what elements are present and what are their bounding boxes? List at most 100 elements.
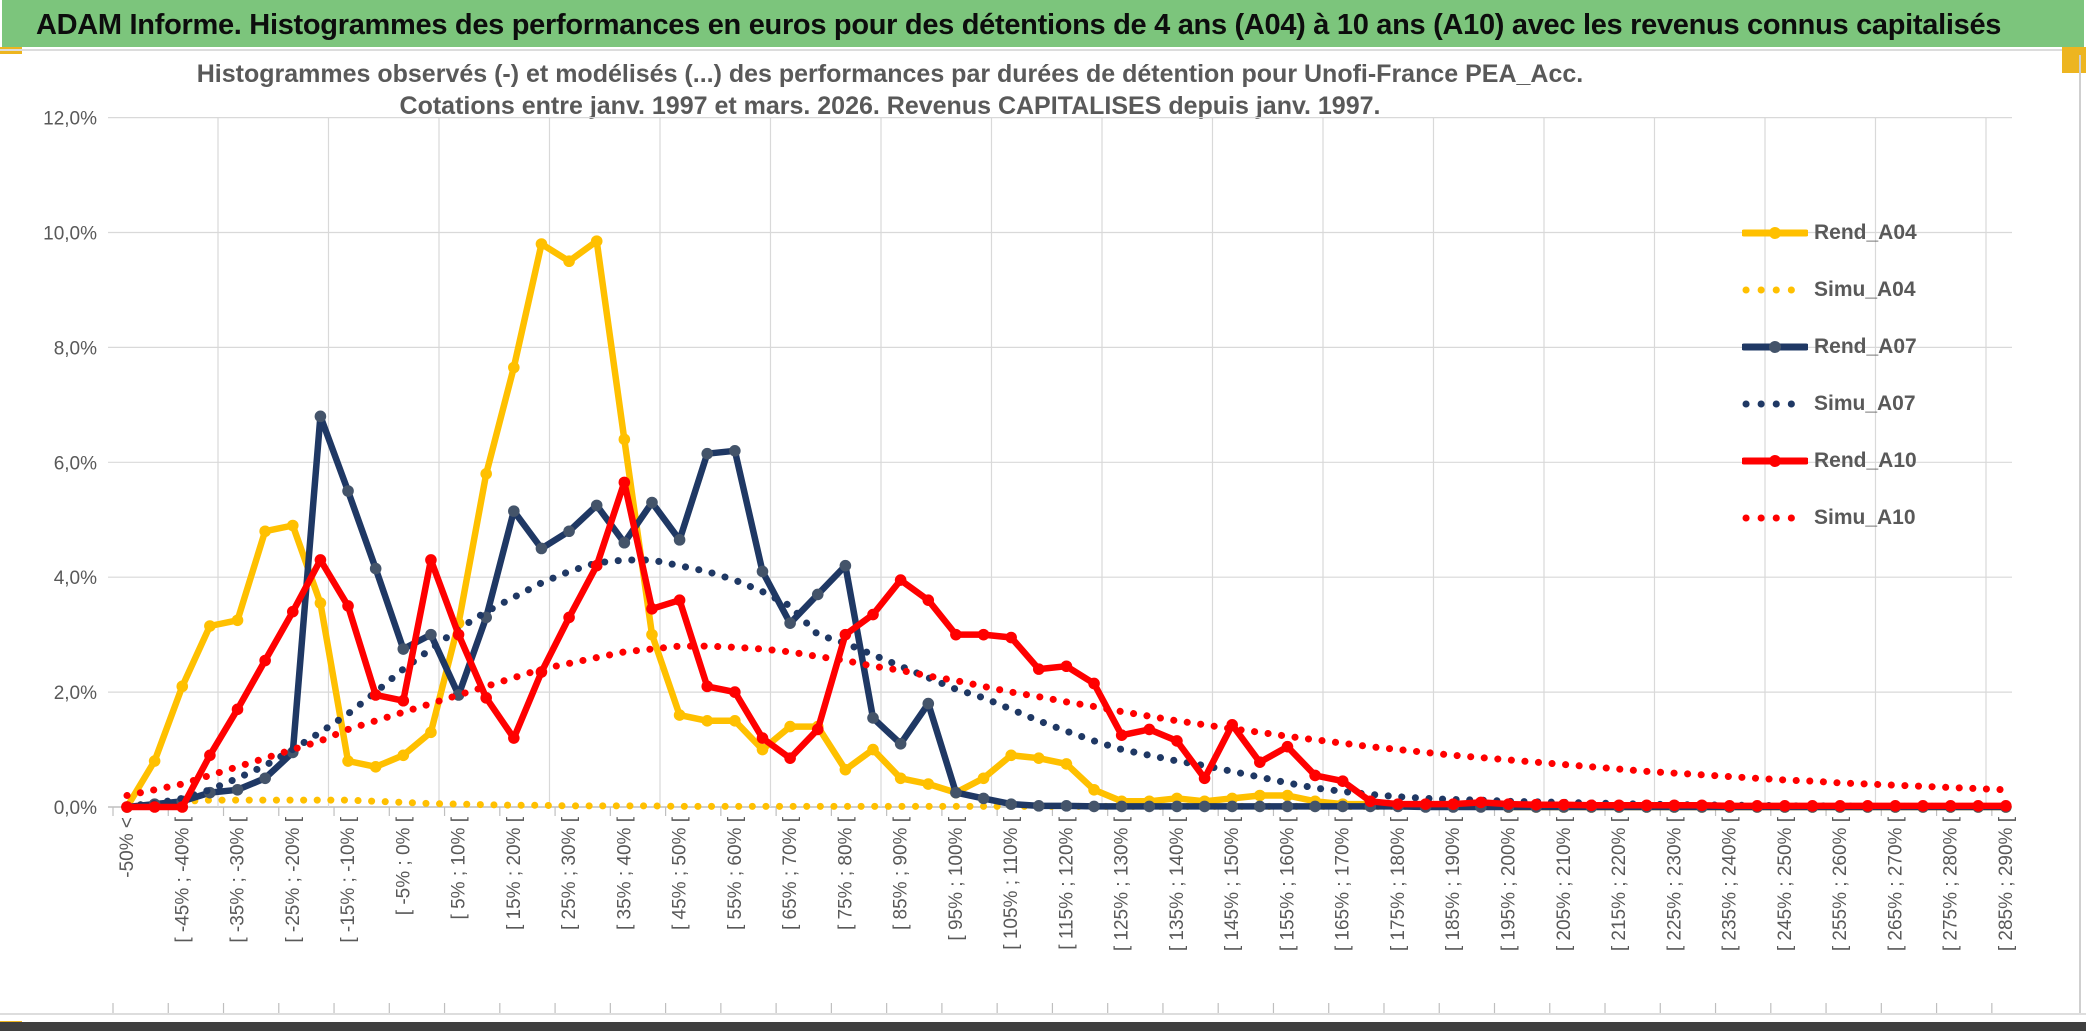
series-rend-a04-marker: [176, 680, 189, 693]
series-rend-a04-marker: [729, 715, 741, 727]
series-rend-a07-marker: [646, 496, 658, 509]
series-rend-a10-marker: [1640, 799, 1653, 812]
legend-marker: [1769, 340, 1781, 353]
y-axis-label: 6,0%: [54, 453, 97, 474]
legend-marker: [1769, 226, 1781, 239]
series-rend-a07-marker: [729, 445, 741, 457]
series-rend-a07-marker: [1143, 800, 1156, 813]
x-axis-label: [ 55% ; 60% [: [725, 816, 746, 930]
series-rend-a10-marker: [1475, 796, 1487, 809]
series-rend-a10-marker: [1005, 631, 1017, 644]
series-rend-a10-marker: [2000, 800, 2012, 812]
series-rend-a10-marker: [922, 594, 935, 606]
series-rend-a10-marker: [397, 694, 410, 707]
series-rend-a10-marker: [1668, 799, 1681, 812]
x-axis-label: [ 265% ; 270% [: [1885, 816, 1906, 951]
series-rend-a04-marker: [508, 361, 520, 374]
legend-label: Rend_A07: [1814, 334, 1917, 358]
series-rend-a10-marker: [342, 600, 354, 612]
chart-title-line2: Cotations entre janv. 1997 et mars. 2026…: [399, 92, 1381, 120]
series-rend-a04-marker: [1032, 752, 1045, 764]
x-axis-label: [ 275% ; 280% [: [1941, 816, 1962, 951]
series-rend-a10-marker: [1585, 799, 1598, 812]
series-rend-a07-marker: [1309, 800, 1321, 813]
legend-item-simu-a10[interactable]: Simu_A10: [1742, 489, 2002, 546]
series-rend-a04-marker: [839, 763, 852, 776]
series-rend-a07-marker: [867, 712, 879, 724]
series-rend-a10-marker: [148, 801, 161, 813]
series-rend-a04-line: [123, 237, 2010, 811]
series-rend-a07-marker: [397, 643, 410, 655]
series-rend-a04-marker: [204, 620, 216, 632]
series-rend-a10-marker: [1336, 775, 1349, 787]
y-axis-label: 4,0%: [54, 568, 97, 589]
series-rend-a10-marker: [1447, 798, 1460, 810]
x-axis-label: [ 65% ; 70% [: [780, 816, 801, 930]
series-rend-a04-marker: [480, 467, 492, 480]
series-rend-a04-marker: [673, 709, 686, 721]
x-axis-label: [ -15% ; -10% [: [338, 816, 359, 942]
bottom-divider: [0, 1013, 2086, 1015]
legend-item-simu-a04[interactable]: Simu_A04: [1742, 261, 2002, 318]
chart-legend: Rend_A04 Simu_A04 Rend_A07 Simu_A07 Rend_A10…: [1742, 204, 2002, 546]
x-axis-label: [ 85% ; 90% [: [891, 816, 912, 930]
series-rend-a10-marker: [673, 594, 686, 606]
series-rend-a10-marker: [1806, 800, 1819, 812]
series-rend-a04-marker: [1005, 749, 1017, 762]
x-axis-label: [ 5% ; 10% [: [449, 816, 470, 919]
series-rend-a04-marker: [977, 772, 990, 785]
x-axis-label: [ -25% ; -20% [: [283, 816, 304, 942]
series-rend-a04-marker: [1254, 789, 1266, 802]
window-bottom-bar: [0, 1022, 2086, 1031]
series-rend-a10-marker: [839, 628, 852, 641]
series-rend-a10-marker: [1944, 800, 1957, 812]
legend-item-rend-a07[interactable]: Rend_A07: [1742, 318, 2002, 375]
legend-label: Simu_A10: [1814, 505, 1916, 529]
series-rend-a04-marker: [646, 628, 658, 641]
x-axis-label: [ 35% ; 40% [: [614, 816, 635, 930]
series-rend-a07-marker: [1281, 800, 1294, 813]
x-axis-label: [ 165% ; 170% [: [1333, 816, 1354, 951]
series-rend-a04-marker: [314, 597, 327, 609]
legend-swatch-dotted: [1742, 286, 1808, 293]
legend-item-simu-a07[interactable]: Simu_A07: [1742, 375, 2002, 432]
legend-swatch-solid: [1742, 454, 1808, 467]
series-rend-a10-marker: [811, 723, 824, 736]
chart-title-line1: Histogrammes observés (-) et modélisés (…: [196, 60, 1584, 88]
series-rend-a10-marker: [1143, 723, 1156, 736]
series-simu-a10-dotted-line: [123, 642, 2010, 799]
y-axis-label: 10,0%: [43, 224, 97, 245]
series-rend-a10-marker: [1557, 798, 1570, 811]
series-simu-a07-dotted-line: [123, 556, 2010, 810]
x-axis-label: [ -5% ; 0% [: [393, 816, 414, 915]
series-rend-a07-marker: [1336, 800, 1349, 813]
series-rend-a07-marker: [618, 536, 631, 549]
series-rend-a07-marker: [259, 772, 271, 785]
x-axis-label: [ 135% ; 140% [: [1167, 816, 1188, 951]
y-axis-label: 2,0%: [54, 683, 97, 704]
x-axis-label: [ 235% ; 240% [: [1720, 816, 1741, 951]
x-axis-label: [ 75% ; 80% [: [835, 816, 856, 930]
series-rend-a07-marker: [784, 617, 796, 629]
x-axis-label: [ 25% ; 30% [: [559, 816, 580, 930]
series-rend-a10-marker: [701, 680, 714, 693]
series-rend-a04-marker: [922, 778, 935, 790]
series-rend-a10-marker: [231, 703, 244, 716]
top-divider: [0, 49, 2086, 51]
series-rend-a07-marker: [701, 447, 714, 460]
series-rend-a07-marker: [756, 565, 769, 578]
y-axis-label: 12,0%: [43, 109, 97, 130]
series-rend-a10-marker: [729, 686, 741, 698]
x-axis-label: [ 125% ; 130% [: [1112, 816, 1133, 951]
legend-item-rend-a04[interactable]: Rend_A04: [1742, 204, 2002, 261]
series-rend-a10-marker: [1751, 800, 1763, 812]
series-rend-a10-marker: [977, 628, 990, 641]
series-rend-a10-marker: [425, 554, 437, 566]
series-rend-a04-marker: [286, 519, 299, 532]
legend-item-rend-a10[interactable]: Rend_A10: [1742, 432, 2002, 489]
series-rend-a10-marker: [1613, 799, 1625, 812]
chart-right-border: [2079, 55, 2081, 1015]
series-rend-a04-marker: [701, 715, 714, 727]
series-rend-a10-marker: [1917, 800, 1929, 812]
series-rend-a07-marker: [231, 783, 244, 796]
